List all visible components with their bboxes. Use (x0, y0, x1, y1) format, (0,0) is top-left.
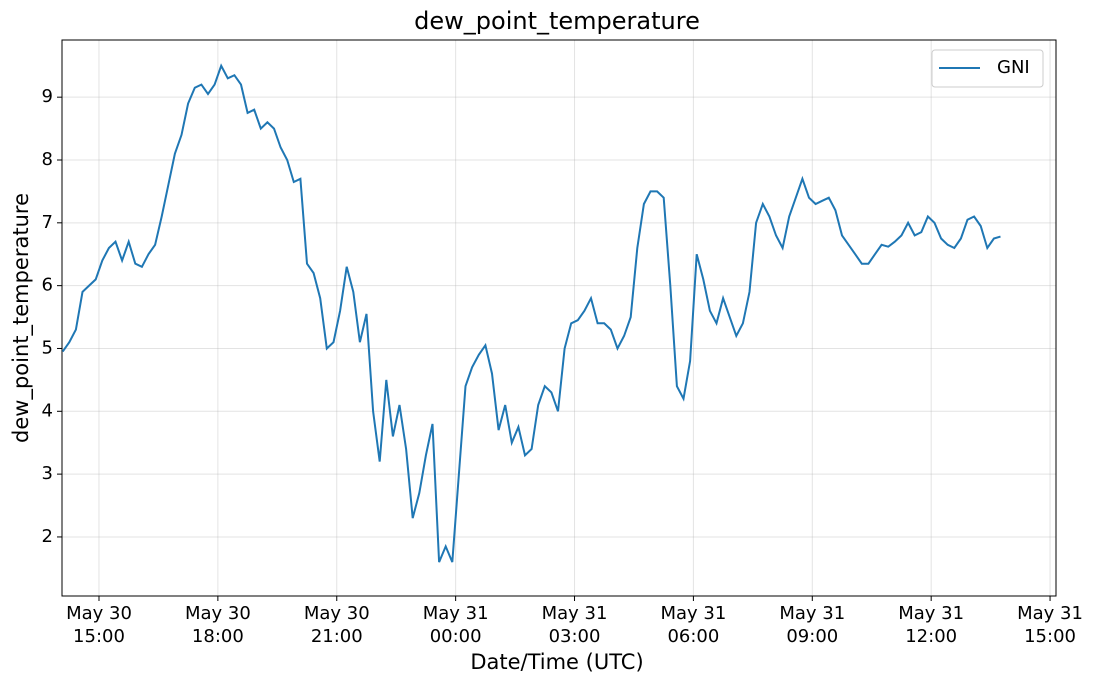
x-tick-date: May 31 (542, 603, 608, 624)
x-tick-time: 18:00 (192, 626, 244, 647)
y-tick-label: 7 (42, 212, 53, 233)
x-tick-date: May 30 (304, 603, 370, 624)
legend-box (931, 49, 1044, 88)
plot-frame (61, 39, 1057, 597)
x-tick-label: May 31 03:00 (542, 603, 608, 647)
x-tick-date: May 31 (423, 603, 489, 624)
x-tick-time: 03:00 (549, 626, 601, 647)
x-tick-label: May 31 09:00 (779, 603, 845, 647)
x-tick-date: May 31 (898, 603, 964, 624)
x-tick-label: May 31 06:00 (660, 603, 726, 647)
legend-label: GNI (997, 57, 1030, 78)
x-tick-time: 09:00 (786, 626, 838, 647)
y-tick-label: 3 (42, 463, 53, 484)
x-tick-label: May 30 15:00 (66, 603, 132, 647)
x-tick-date: May 31 (779, 603, 845, 624)
x-tick-label: May 30 21:00 (304, 603, 370, 647)
x-tick-date: May 30 (185, 603, 251, 624)
x-tick-time: 00:00 (430, 626, 482, 647)
y-tick-label: 4 (42, 400, 53, 421)
x-tick-label: May 31 12:00 (898, 603, 964, 647)
x-tick-date: May 31 (1017, 603, 1083, 624)
y-axis-label: dew_point_temperature (9, 193, 34, 443)
x-tick-label: May 31 00:00 (423, 603, 489, 647)
y-tick-label: 2 (42, 526, 53, 547)
line-series (61, 63, 1001, 563)
x-tick-date: May 31 (660, 603, 726, 624)
x-axis-label: Date/Time (UTC) (470, 650, 643, 674)
x-tick-time: 12:00 (905, 626, 957, 647)
chart-title: dew_point_temperature (414, 7, 700, 35)
y-tick-label: 9 (42, 86, 53, 107)
y-tick-label: 8 (42, 149, 53, 170)
x-tick-time: 06:00 (667, 626, 719, 647)
x-tick-time: 15:00 (73, 626, 125, 647)
y-tick-label: 5 (42, 337, 53, 358)
x-tick-time: 21:00 (311, 626, 363, 647)
x-tick-label: May 31 15:00 (1017, 603, 1083, 647)
x-tick-date: May 30 (66, 603, 132, 624)
x-tick-time: 15:00 (1024, 626, 1076, 647)
x-tick-label: May 30 18:00 (185, 603, 251, 647)
y-tick-label: 6 (42, 275, 53, 296)
